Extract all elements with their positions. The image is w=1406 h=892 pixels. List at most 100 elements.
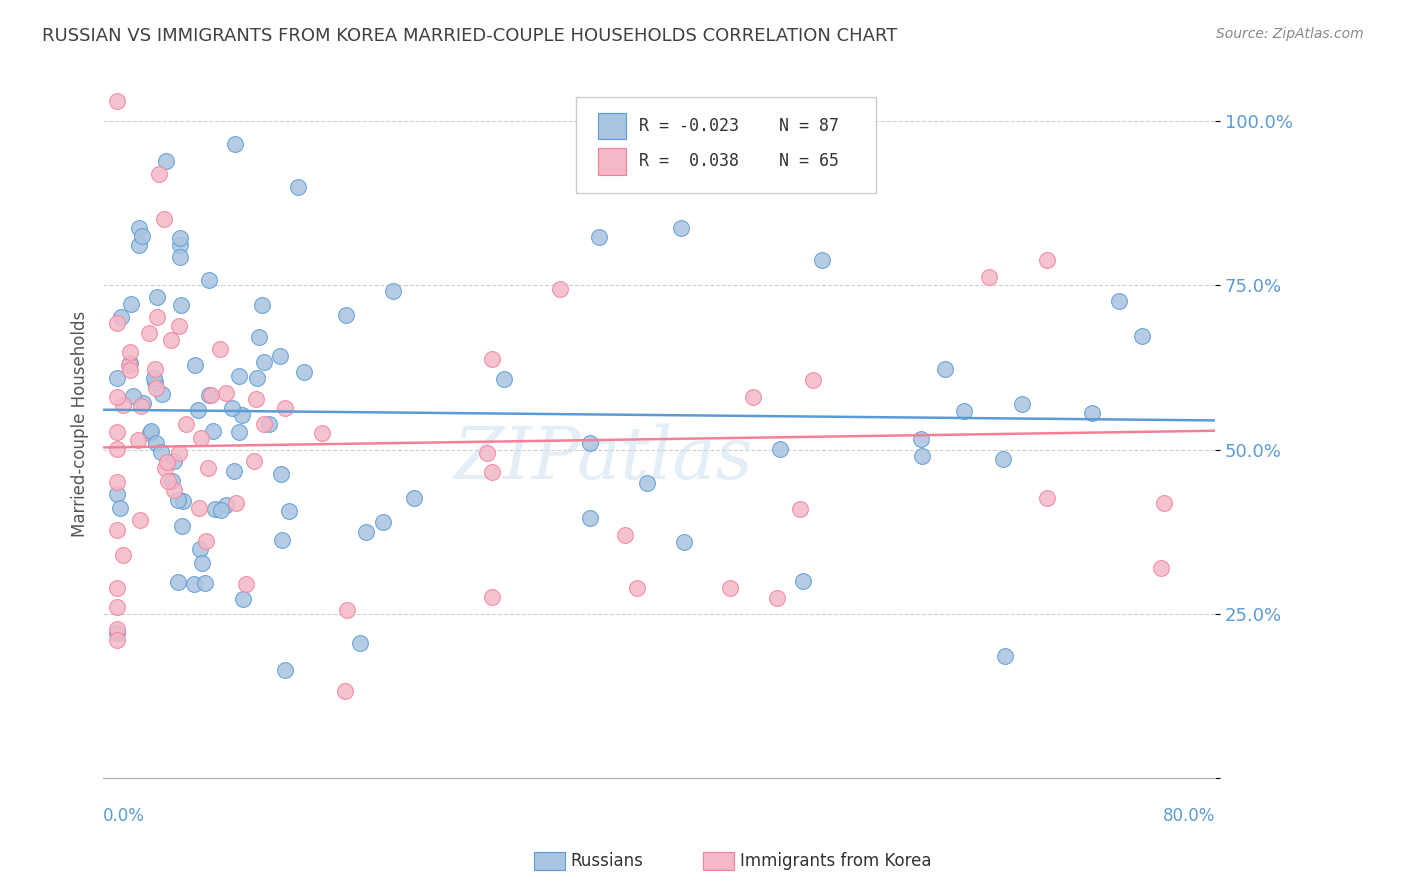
Point [475, 446, 498, 460]
Point [1153, 496, 1175, 510]
Point [247, 330, 270, 344]
Point [209, 342, 232, 356]
Point [814, 101, 837, 115]
Point [146, 290, 169, 304]
Point [152, 211, 174, 226]
Point [287, 179, 309, 194]
Point [250, 298, 273, 312]
Text: Immigrants from Korea: Immigrants from Korea [740, 852, 931, 870]
Point [108, 500, 131, 515]
Point [167, 446, 190, 460]
Point [112, 548, 135, 562]
Point [224, 464, 246, 478]
Point [148, 167, 170, 181]
Point [167, 492, 190, 507]
Point [156, 474, 179, 488]
Text: Source: ZipAtlas.com: Source: ZipAtlas.com [1216, 27, 1364, 41]
Point [221, 401, 243, 416]
Point [336, 602, 359, 616]
Point [105, 390, 128, 404]
Point [1036, 491, 1059, 505]
Point [481, 465, 503, 479]
Point [1130, 329, 1153, 343]
Point [187, 403, 209, 417]
Point [105, 371, 128, 385]
Point [105, 625, 128, 640]
Point [169, 231, 191, 245]
Point [494, 371, 516, 385]
Point [172, 519, 194, 533]
Point [166, 575, 188, 590]
Point [231, 408, 253, 422]
Point [105, 632, 128, 647]
Point [155, 153, 177, 168]
Point [156, 455, 179, 469]
Point [200, 387, 222, 401]
Point [197, 273, 219, 287]
Point [673, 535, 696, 549]
Point [143, 362, 166, 376]
Point [141, 424, 163, 438]
Point [910, 432, 932, 446]
Text: 80.0%: 80.0% [1163, 807, 1215, 825]
Point [131, 229, 153, 244]
Point [252, 354, 274, 368]
Point [994, 649, 1017, 664]
Point [174, 417, 197, 431]
Text: 0.0%: 0.0% [103, 807, 145, 825]
Point [811, 253, 834, 268]
Point [194, 576, 217, 591]
Point [349, 636, 371, 650]
Point [195, 533, 218, 548]
Point [188, 541, 211, 556]
Point [105, 95, 128, 109]
Point [246, 371, 269, 385]
Point [742, 390, 765, 404]
Point [381, 284, 404, 298]
Bar [598, 148, 626, 175]
Point [228, 368, 250, 383]
Point [105, 523, 128, 537]
Point [404, 491, 426, 506]
Point [129, 399, 152, 413]
Point [204, 501, 226, 516]
Point [269, 349, 291, 363]
Point [232, 592, 254, 607]
Point [167, 318, 190, 333]
Point [636, 476, 658, 491]
Text: ZIPatlas: ZIPatlas [454, 424, 754, 494]
Y-axis label: Married-couple Households: Married-couple Households [72, 310, 89, 536]
Point [626, 582, 648, 596]
Point [105, 622, 128, 636]
Point [128, 238, 150, 252]
Point [170, 298, 193, 312]
Text: R =  0.038    N = 65: R = 0.038 N = 65 [638, 153, 839, 170]
Point [911, 449, 934, 463]
Point [588, 229, 610, 244]
Point [1011, 397, 1033, 411]
Point [273, 663, 295, 677]
Point [1081, 406, 1104, 420]
Point [105, 581, 128, 595]
Point [105, 316, 128, 330]
Point [191, 556, 214, 570]
Point [118, 356, 141, 370]
Point [150, 386, 173, 401]
Point [481, 590, 503, 604]
Point [163, 454, 186, 468]
Point [1150, 561, 1173, 575]
Point [1108, 293, 1130, 308]
Point [311, 426, 333, 441]
Point [169, 237, 191, 252]
Point [162, 474, 184, 488]
Point [118, 344, 141, 359]
Point [228, 425, 250, 439]
Point [769, 442, 792, 457]
Point [278, 504, 301, 518]
Point [142, 370, 165, 384]
Point [155, 461, 177, 475]
Point [801, 373, 824, 387]
Text: RUSSIAN VS IMMIGRANTS FROM KOREA MARRIED-COUPLE HOUSEHOLDS CORRELATION CHART: RUSSIAN VS IMMIGRANTS FROM KOREA MARRIED… [42, 27, 897, 45]
Point [143, 375, 166, 389]
Bar [598, 112, 626, 139]
